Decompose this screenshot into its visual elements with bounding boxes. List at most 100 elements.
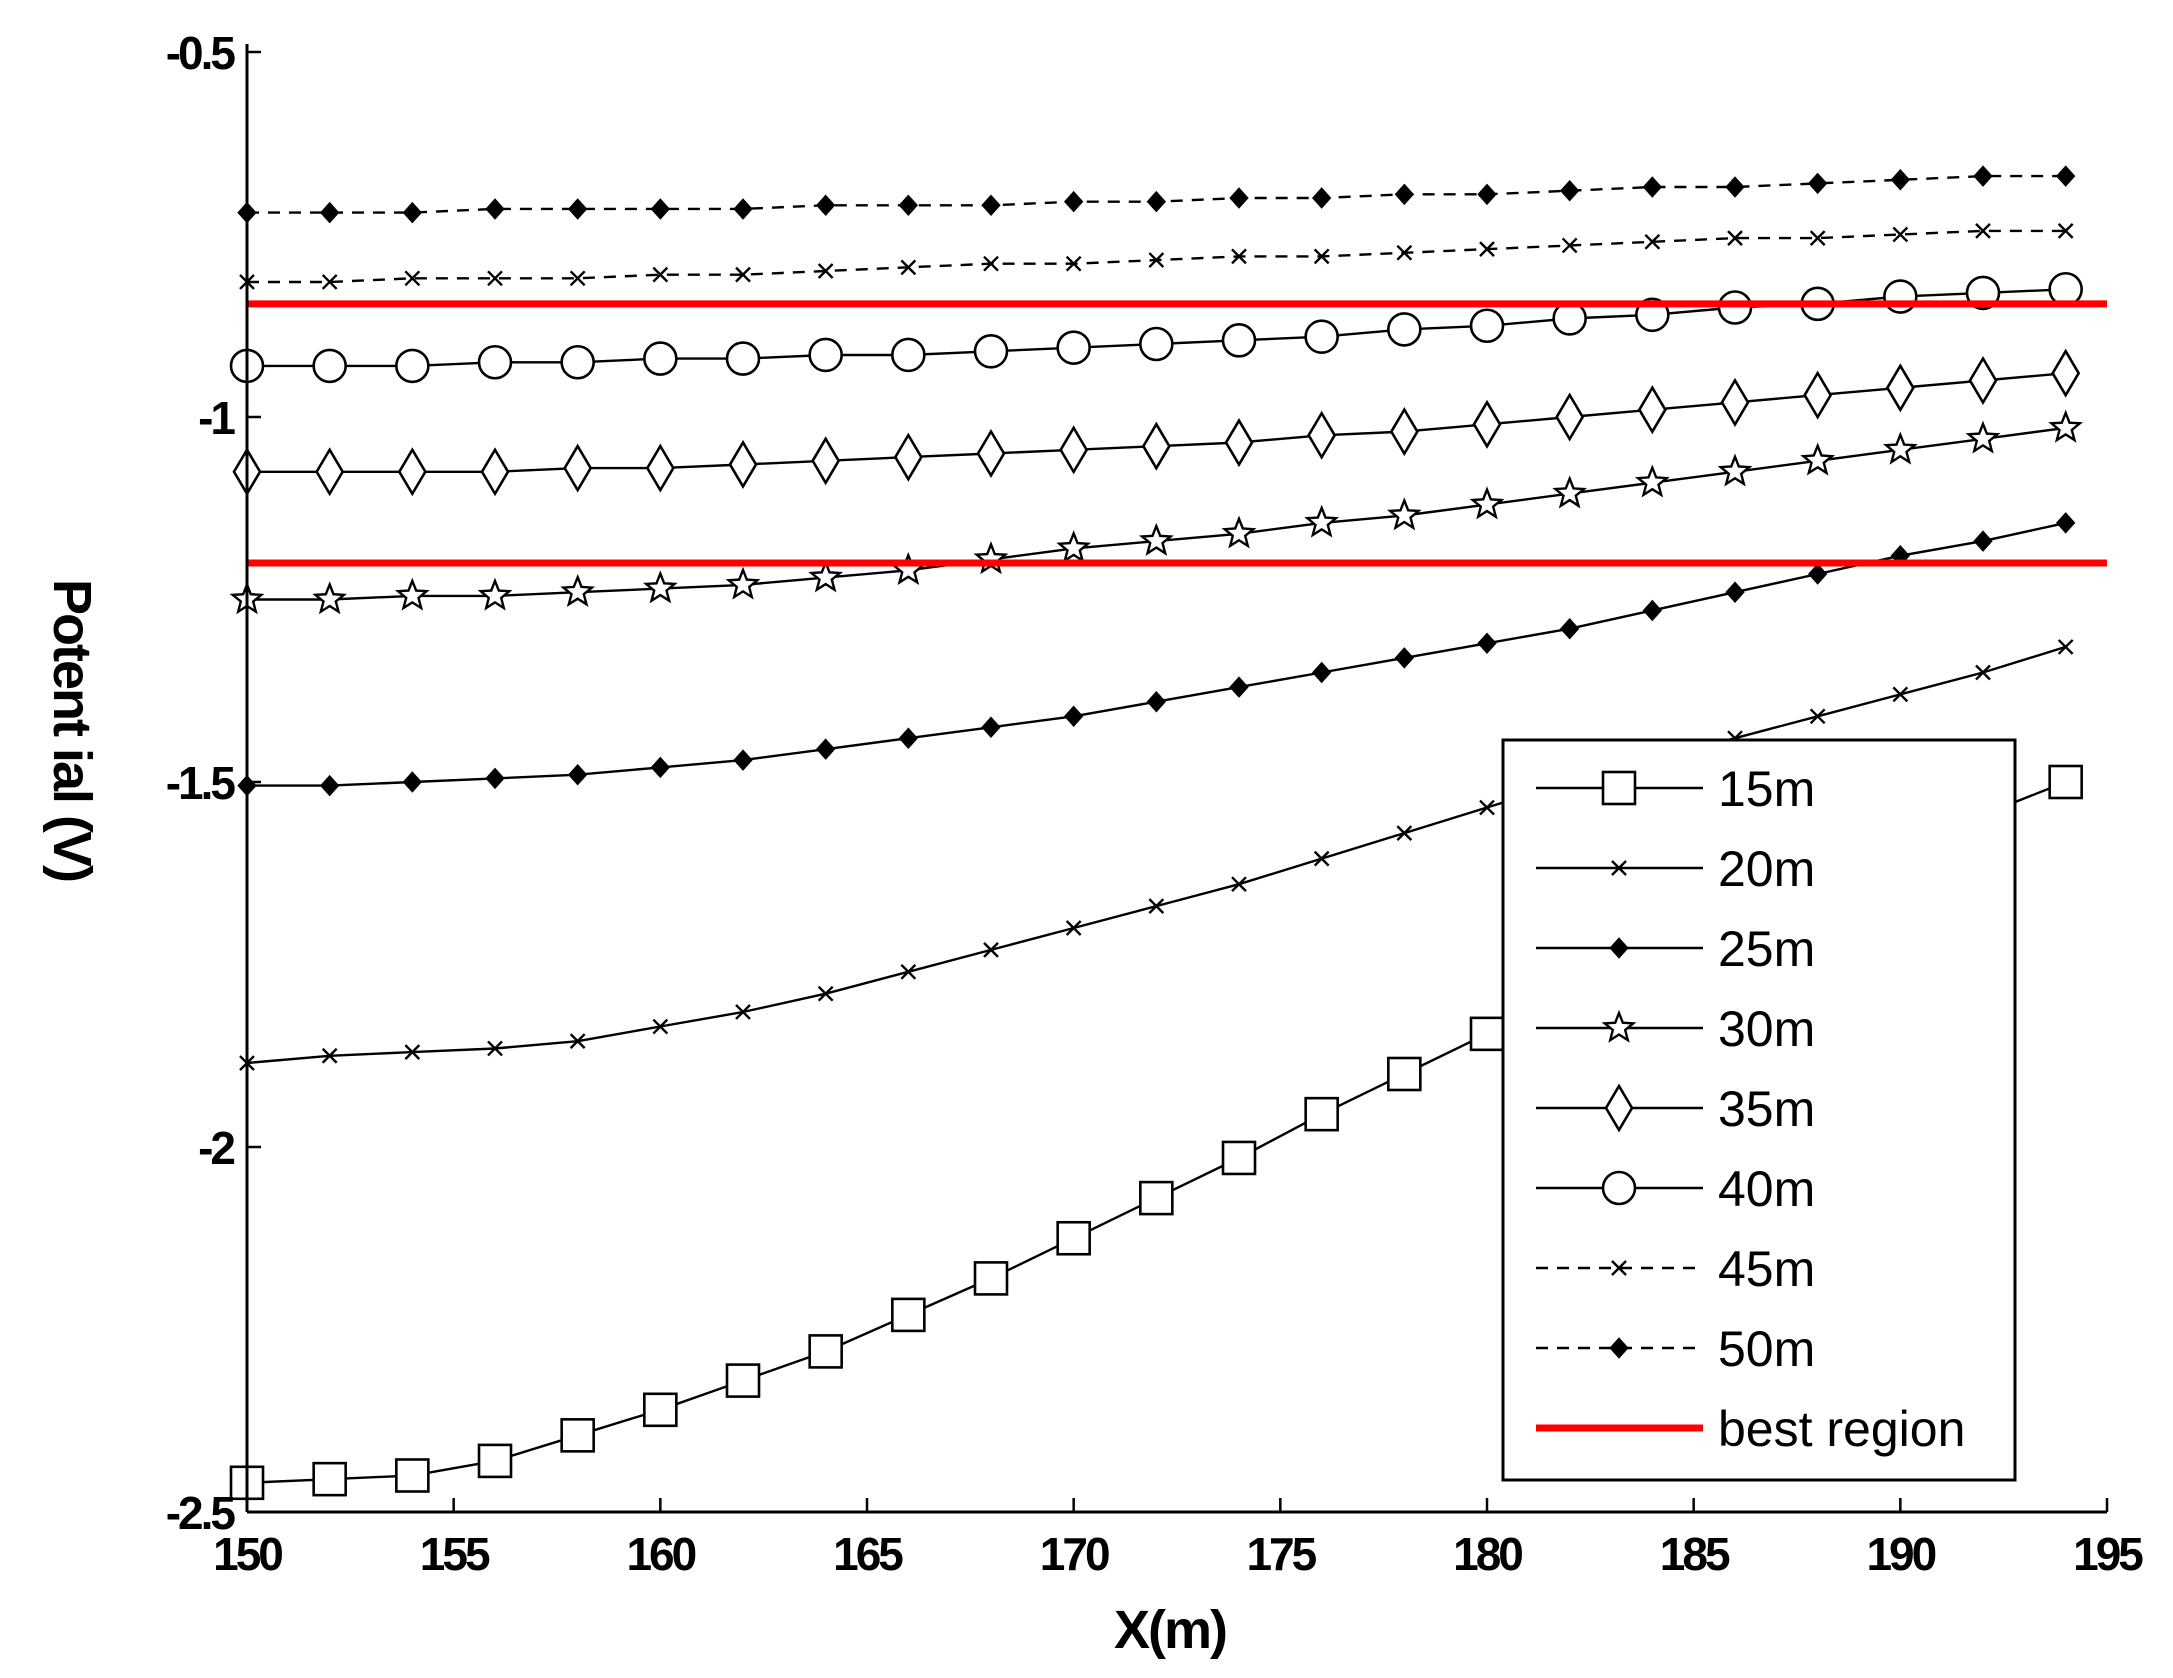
legend-label: 45m [1718,1241,1815,1297]
data-point-40m [643,341,678,376]
data-point-20m [1065,920,1082,936]
data-point-35m [1555,392,1585,442]
plot-area [229,165,2107,1501]
data-point-15m [395,1458,430,1493]
x-tick-label: 180 [1453,1528,1522,1580]
data-point-45m [321,274,338,290]
data-point-50m [2055,165,2076,187]
data-point-40m [973,333,1009,369]
data-point-50m [402,201,423,224]
data-point-25m [815,738,836,760]
data-point-25m [1229,676,1249,698]
data-point-45m [1644,233,1661,250]
x-tick-label: 170 [1040,1528,1109,1580]
data-point-20m [1148,898,1165,914]
data-point-30m [1304,504,1340,538]
data-point-40m [560,344,595,380]
data-point-50m [1394,183,1415,206]
data-point-50m [1725,176,1745,198]
data-point-50m [898,194,919,217]
data-point-35m [315,447,345,497]
data-point-45m [1313,248,1330,265]
data-point-30m [725,566,761,600]
data-point-15m [1304,1096,1339,1132]
data-point-40m [1056,330,1091,365]
data-point-35m [893,432,923,482]
data-point-30m [1469,486,1505,520]
data-point-20m [487,1040,503,1057]
x-tick-label: 195 [2073,1528,2143,1580]
data-point-25m [402,771,423,793]
y-tick-label: -1 [198,392,235,444]
data-point-25m [898,727,919,749]
data-point-45m [487,270,503,287]
data-point-40m [312,348,347,384]
data-point-25m [1725,581,1745,603]
y-axis-label: Potent ial (V) [42,579,102,881]
data-point-50m [1229,187,1249,209]
data-point-20m [1313,850,1330,867]
legend-label: best region [1718,1401,1965,1457]
legend-box [1501,738,2017,1482]
data-point-45m [2057,223,2074,239]
data-point-25m [485,767,505,790]
legend-entry-35m: 35m [1536,1081,1815,1137]
data-point-20m [569,1033,586,1049]
data-point-35m [480,447,510,497]
series-35m [232,348,2081,497]
legend: 15m 20m 25m 30m 35m 40m 45m 50m best region [1501,738,2017,1482]
data-point-35m [563,443,593,493]
y-tick-label: -0.5 [166,27,236,79]
legend-marker-30m [1601,1009,1637,1043]
data-point-45m [900,259,917,276]
data-point-15m [477,1443,513,1479]
data-point-50m [1477,183,1497,206]
legend-label: 40m [1718,1161,1815,1217]
data-point-35m [2051,348,2081,398]
data-point-45m [983,255,999,272]
y-tick-label: -1.5 [166,757,236,809]
data-point-25m [981,716,1001,738]
data-point-40m [891,337,926,373]
legend-label: 35m [1718,1081,1815,1137]
data-point-25m [567,763,588,786]
data-point-25m [1146,690,1167,713]
data-point-30m [1386,497,1422,531]
data-point-40m [1139,326,1174,362]
data-point-35m [1637,385,1667,435]
data-point-45m [569,270,586,287]
data-point-35m [1307,410,1337,460]
data-point-30m [2048,409,2084,443]
data-point-35m [1472,399,1502,449]
data-point-20m [735,1004,751,1020]
series-25m [237,512,2076,797]
data-point-45m [1479,241,1495,257]
data-point-50m [1146,190,1167,213]
data-point-40m [1717,290,1753,325]
data-point-30m [1882,431,1918,465]
data-point-50m [1890,169,1911,191]
data-point-50m [981,194,1001,217]
data-point-15m [1056,1220,1091,1256]
data-point-35m [1389,407,1419,457]
data-point-35m [1059,425,1089,475]
data-point-15m [560,1418,595,1453]
data-point-15m [1221,1140,1257,1176]
data-point-25m [1311,661,1332,684]
data-point-20m [1892,686,1909,703]
data-point-30m [1717,453,1753,487]
x-tick-label: 160 [626,1528,695,1580]
data-point-35m [728,439,758,490]
data-point-35m [645,443,675,493]
data-point-20m [2057,639,2074,655]
legend-label: 30m [1718,1001,1815,1057]
legend-label: 20m [1718,841,1815,897]
data-point-30m [560,573,596,607]
data-point-15m [1469,1016,1505,1052]
data-point-45m [1975,223,1991,239]
data-point-20m [652,1018,669,1035]
data-point-30m [1221,515,1257,549]
data-point-30m [1800,442,1836,476]
data-point-30m [1552,475,1588,509]
